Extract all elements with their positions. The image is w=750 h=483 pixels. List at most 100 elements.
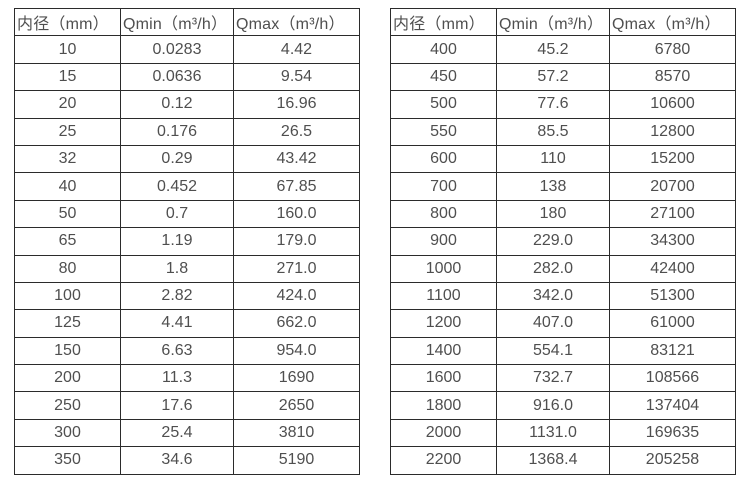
cell: 205258 [609, 446, 736, 475]
cell: 6780 [609, 35, 736, 64]
table-header-row: 内径（mm） Qmin（m³/h） Qmax（m³/h） [390, 7, 736, 37]
cell: 1368.4 [496, 446, 610, 475]
cell: 45.2 [496, 35, 610, 64]
table-row: 1200 407.0 61000 [390, 309, 736, 338]
flow-spec-table-small-diameters: 内径（mm） Qmin（m³/h） Qmax（m³/h） 10 0.0283 4.42 1… [14, 7, 360, 475]
column-header: Qmax（m³/h） [609, 7, 736, 37]
cell: 250 [14, 391, 121, 420]
table-row: 32 0.29 43.42 [14, 144, 360, 174]
cell: 34.6 [120, 446, 234, 475]
cell: 5190 [233, 446, 360, 475]
table-row: 内径（mm） Qmin（m³/h） Qmax（m³/h） [390, 7, 736, 37]
cell: 0.12 [120, 90, 234, 119]
cell: 350 [14, 446, 121, 475]
cell: 916.0 [496, 391, 610, 420]
cell: 25.4 [120, 418, 234, 448]
cell: 27100 [609, 199, 736, 229]
cell: 65 [14, 227, 121, 256]
cell: 300 [14, 418, 121, 448]
cell: 100 [14, 281, 121, 311]
table-row: 65 1.19 179.0 [14, 227, 360, 256]
cell: 0.0283 [120, 35, 234, 64]
cell: 2.82 [120, 281, 234, 311]
cell: 32 [14, 144, 121, 174]
table-header-row: 内径（mm） Qmin（m³/h） Qmax（m³/h） [14, 7, 360, 37]
cell: 77.6 [496, 90, 610, 119]
cell: 800 [390, 199, 497, 229]
cell: 80 [14, 254, 121, 283]
cell: 11.3 [120, 364, 234, 393]
cell: 180 [496, 199, 610, 229]
table-row: 100 2.82 424.0 [14, 281, 360, 311]
table-row: 10 0.0283 4.42 [14, 35, 360, 64]
cell: 15 [14, 62, 121, 92]
table-row: 550 85.5 12800 [390, 117, 736, 146]
cell: 1400 [390, 336, 497, 366]
cell: 271.0 [233, 254, 360, 283]
cell: 500 [390, 90, 497, 119]
cell: 1800 [390, 391, 497, 420]
cell: 450 [390, 62, 497, 92]
cell: 20700 [609, 172, 736, 201]
cell: 26.5 [233, 117, 360, 146]
table-row: 15 0.0636 9.54 [14, 62, 360, 92]
cell: 3810 [233, 418, 360, 448]
column-header: 内径（mm） [14, 7, 121, 37]
table-row: 700 138 20700 [390, 172, 736, 201]
table-row: 600 110 15200 [390, 144, 736, 174]
cell: 4.41 [120, 309, 234, 338]
cell: 1100 [390, 281, 497, 311]
cell: 732.7 [496, 364, 610, 393]
table-row: 125 4.41 662.0 [14, 309, 360, 338]
table-row: 800 180 27100 [390, 199, 736, 229]
cell: 662.0 [233, 309, 360, 338]
cell: 550 [390, 117, 497, 146]
table-row: 1400 554.1 83121 [390, 336, 736, 366]
table-row: 200 11.3 1690 [14, 364, 360, 393]
cell: 400 [390, 35, 497, 64]
cell: 10 [14, 35, 121, 64]
table-row: 1600 732.7 108566 [390, 364, 736, 393]
table-row: 1000 282.0 42400 [390, 254, 736, 283]
column-header: Qmax（m³/h） [233, 7, 360, 37]
table-row: 350 34.6 5190 [14, 446, 360, 475]
cell: 0.176 [120, 117, 234, 146]
column-header: 内径（mm） [390, 7, 497, 37]
table-row: 50 0.7 160.0 [14, 199, 360, 229]
cell: 61000 [609, 309, 736, 338]
cell: 1200 [390, 309, 497, 338]
cell: 1.19 [120, 227, 234, 256]
table-row: 内径（mm） Qmin（m³/h） Qmax（m³/h） [14, 7, 360, 37]
table-row: 400 45.2 6780 [390, 35, 736, 64]
cell: 282.0 [496, 254, 610, 283]
cell: 67.85 [233, 172, 360, 201]
cell: 0.7 [120, 199, 234, 229]
cell: 110 [496, 144, 610, 174]
table-row: 2000 1131.0 169635 [390, 418, 736, 448]
table-row: 40 0.452 67.85 [14, 172, 360, 201]
cell: 25 [14, 117, 121, 146]
cell: 2000 [390, 418, 497, 448]
cell: 179.0 [233, 227, 360, 256]
table-row: 450 57.2 8570 [390, 62, 736, 92]
cell: 160.0 [233, 199, 360, 229]
cell: 12800 [609, 117, 736, 146]
table-row: 1800 916.0 137404 [390, 391, 736, 420]
table-row: 2200 1368.4 205258 [390, 446, 736, 475]
table-row: 25 0.176 26.5 [14, 117, 360, 146]
cell: 9.54 [233, 62, 360, 92]
cell: 43.42 [233, 144, 360, 174]
table-row: 900 229.0 34300 [390, 227, 736, 256]
cell: 125 [14, 309, 121, 338]
cell: 42400 [609, 254, 736, 283]
cell: 137404 [609, 391, 736, 420]
cell: 229.0 [496, 227, 610, 256]
cell: 1690 [233, 364, 360, 393]
cell: 20 [14, 90, 121, 119]
cell: 108566 [609, 364, 736, 393]
table-row: 150 6.63 954.0 [14, 336, 360, 366]
cell: 138 [496, 172, 610, 201]
cell: 2650 [233, 391, 360, 420]
cell: 0.0636 [120, 62, 234, 92]
column-header: Qmin（m³/h） [496, 7, 610, 37]
